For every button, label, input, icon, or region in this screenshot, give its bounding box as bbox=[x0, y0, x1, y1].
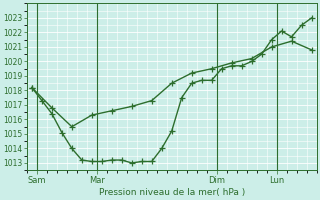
X-axis label: Pression niveau de la mer( hPa ): Pression niveau de la mer( hPa ) bbox=[99, 188, 245, 197]
